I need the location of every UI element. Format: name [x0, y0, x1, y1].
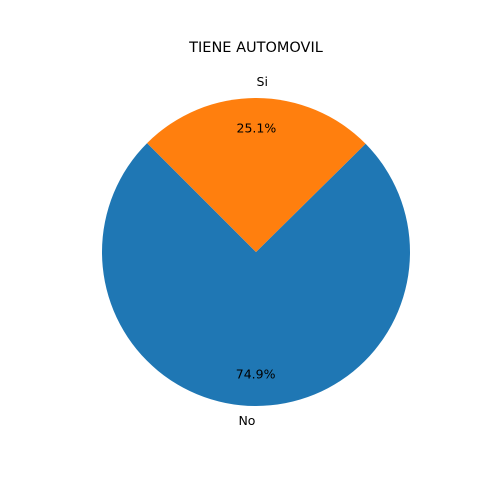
- slice-percent-no: 74.9%: [236, 367, 276, 382]
- pie-slice-no: [102, 143, 411, 406]
- slice-label-si: Si: [257, 74, 268, 89]
- pie-slice-si: [147, 97, 366, 252]
- slice-label-no: No: [238, 413, 255, 428]
- slice-percent-si: 25.1%: [237, 120, 277, 135]
- chart-title: TIENE AUTOMOVIL: [188, 40, 323, 56]
- pie-slices: [102, 97, 411, 406]
- pie-labels: No 74.9% Si 25.1%: [236, 74, 277, 428]
